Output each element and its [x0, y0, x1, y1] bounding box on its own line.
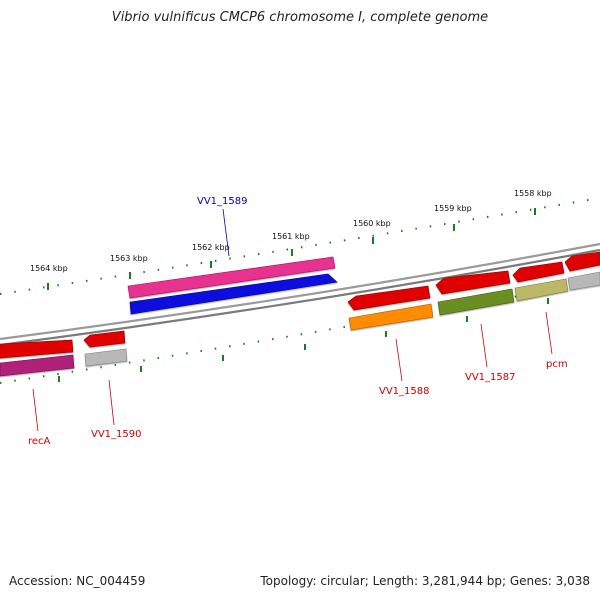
gene-VV1_1590-red: [83, 330, 126, 348]
gene-label-recA: recA: [28, 436, 51, 447]
leader-pcm: [545, 311, 553, 355]
genome-summary-text: Topology: circular; Length: 3,281,944 bp…: [260, 574, 590, 588]
gene-pcm-red: [512, 261, 565, 283]
gene-next-gray: [567, 271, 600, 291]
gene-pcm-khaki: [514, 278, 569, 302]
gene-label-pcm: pcm: [546, 359, 568, 370]
kbp-label-1562: 1562 kbp: [192, 243, 230, 252]
kbp-label-1560: 1560 kbp: [353, 219, 391, 228]
accession-text: Accession: NC_004459: [9, 574, 146, 588]
kbp-label-1561: 1561 kbp: [272, 232, 310, 241]
map-title: Vibrio vulnificus CMCP6 chromosome I, co…: [111, 10, 489, 25]
leader-VV1_1587: [480, 323, 488, 368]
reverse-genes: [0, 251, 600, 377]
gene-labels: VV1_1589 recA VV1_1590 VV1_1588 VV1_1587…: [28, 196, 568, 447]
leader-VV1_1590: [108, 379, 115, 426]
inner-tick-ring: [0, 280, 600, 384]
gene-recA-red: [0, 339, 74, 359]
gene-label-VV1_1590: VV1_1590: [91, 429, 142, 440]
kbp-label-1559: 1559 kbp: [434, 204, 472, 213]
label-leaders: [32, 208, 553, 432]
kbp-labels: 1564 kbp 1563 kbp 1562 kbp 1561 kbp 1560…: [30, 189, 552, 273]
gene-VV1_1589-pink: [127, 256, 336, 299]
leader-VV1_1589: [222, 208, 230, 257]
gene-VV1_1587-red: [435, 270, 511, 295]
kbp-label-1558: 1558 kbp: [514, 189, 552, 198]
outer-tick-ring: [0, 197, 600, 295]
gene-VV1_1589-blue: [129, 273, 338, 315]
gene-VV1_1590-gray: [84, 348, 128, 367]
leader-recA: [32, 388, 39, 432]
leader-VV1_1588: [395, 338, 403, 382]
gene-label-VV1_1588: VV1_1588: [379, 386, 430, 397]
gene-recA-magenta: [0, 354, 75, 377]
gene-VV1_1587-olive: [437, 288, 515, 316]
kbp-label-1564: 1564 kbp: [30, 264, 68, 273]
chromosome-backbone: [0, 242, 600, 347]
gene-VV1_1588-orange: [348, 303, 434, 331]
gene-label-VV1_1587: VV1_1587: [465, 372, 516, 383]
kbp-label-1563: 1563 kbp: [110, 254, 148, 263]
forward-genes: [127, 256, 338, 315]
gene-label-VV1_1589: VV1_1589: [197, 196, 248, 207]
gene-VV1_1588-red: [347, 285, 431, 311]
gene-next-red: [564, 251, 600, 272]
